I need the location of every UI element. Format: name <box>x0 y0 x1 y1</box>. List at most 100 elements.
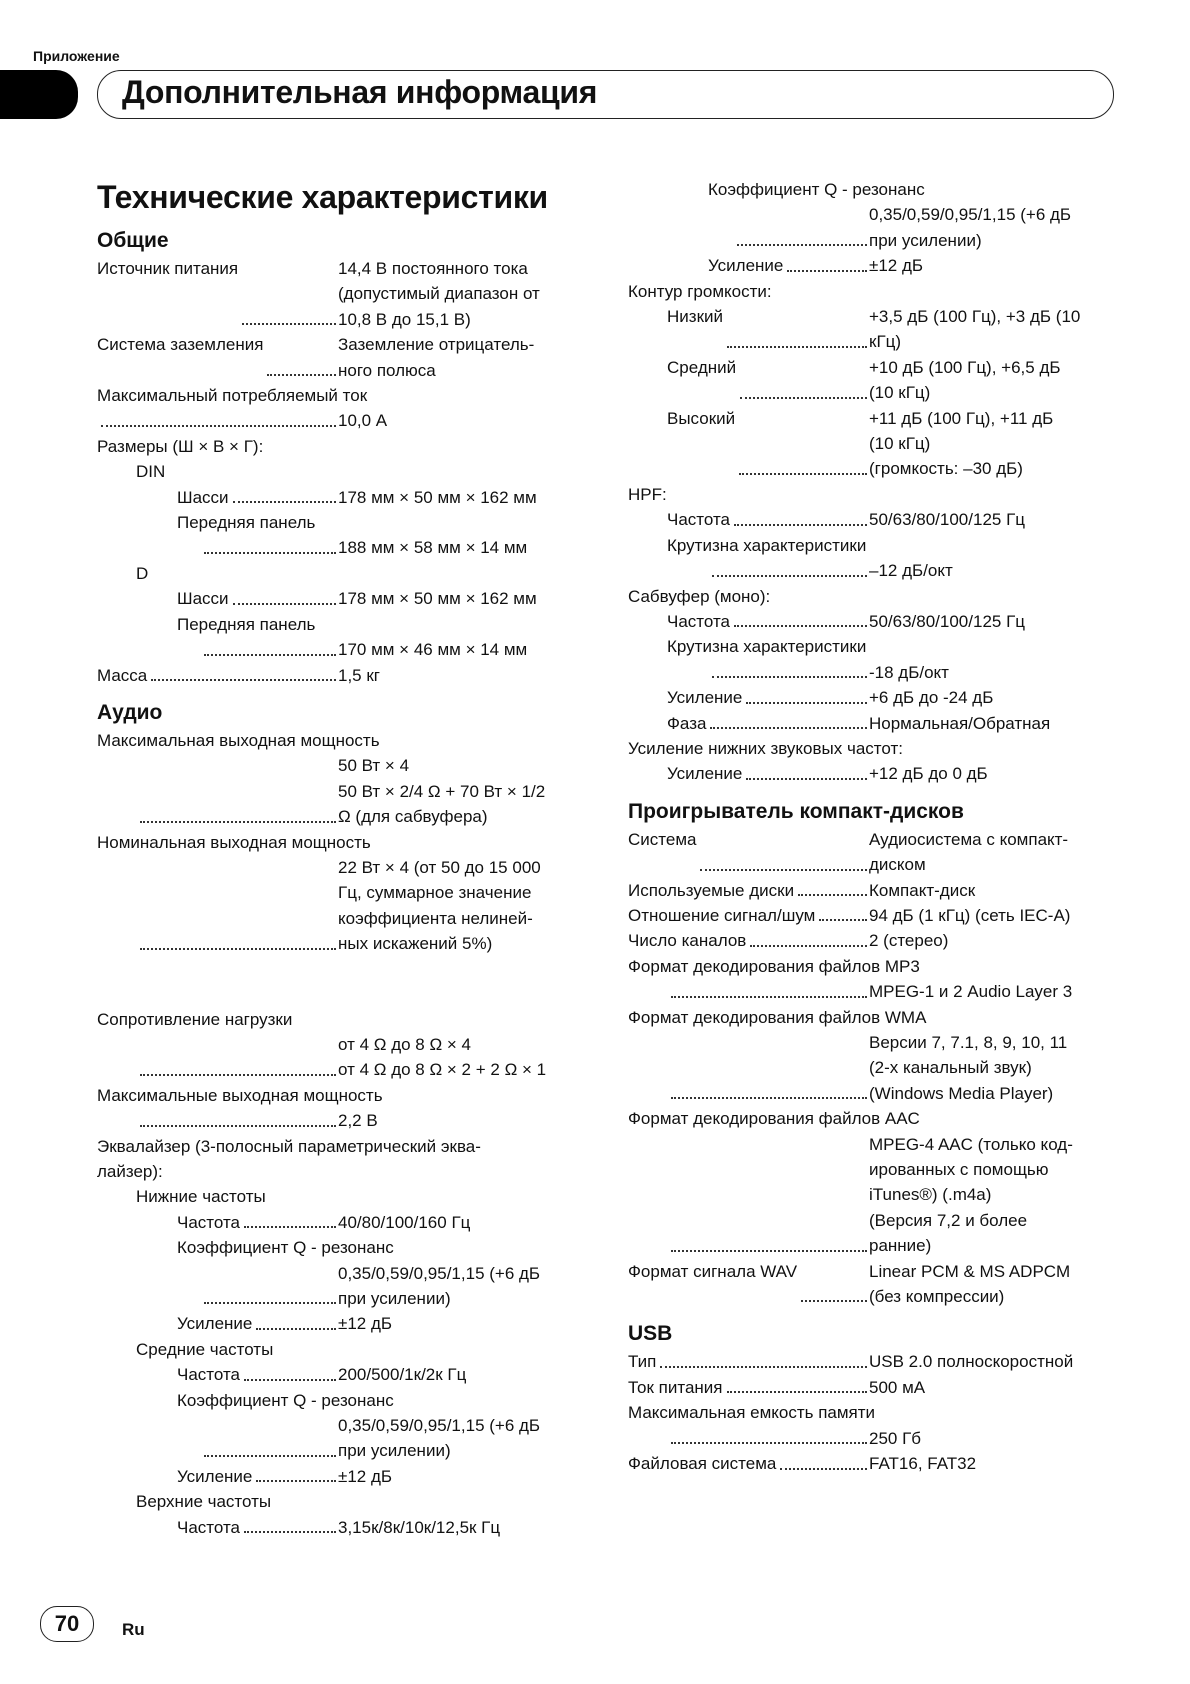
spec-row: Коэффициент Q - резонанс <box>97 1388 582 1413</box>
spec-value: 40/80/100/160 Гц <box>338 1210 470 1235</box>
dot-leader <box>787 253 867 272</box>
spec-label: DIN <box>136 462 166 482</box>
dot-leader <box>140 753 336 823</box>
spec-value-line: 10,8 В до 15,1 В) <box>338 309 471 329</box>
spec-value: +3,5 дБ (100 Гц), +3 дБ (10 кГц) <box>869 304 1080 355</box>
spec-row: Тип USB 2.0 полноскоростной <box>628 1349 1118 1374</box>
spec-row: Максимальный потребляемый ток <box>97 383 582 408</box>
spec-row: 250 Гб <box>628 1426 1118 1451</box>
spec-row: Источник питания 14,4 В постоянного тока (… <box>97 256 582 332</box>
dot-leader <box>737 202 867 247</box>
spec-label-cell <box>628 1030 869 1106</box>
spec-value-line: от 4 Ω до 8 Ω × 2 + 2 Ω × 1 <box>338 1060 547 1080</box>
spec-value: Linear PCM & MS ADPCM (без компрессии) <box>869 1259 1070 1310</box>
spec-value: от 4 Ω до 8 Ω × 4 от 4 Ω до 8 Ω × 2 + 2 Ω… <box>338 1032 546 1083</box>
spec-label-cell <box>97 1032 338 1083</box>
spec-row: Используемые диски Компакт-диск <box>628 878 1118 903</box>
spec-label: Масса <box>97 665 148 685</box>
spec-label: Усиление <box>177 1466 253 1486</box>
spec-label: Крутизна характеристики <box>667 637 867 657</box>
spec-label: Коэффициент Q - резонанс <box>708 180 925 199</box>
spec-value-line: ного полюса <box>338 360 436 380</box>
spec-value-line: Linear PCM & MS ADPCM <box>869 1261 1071 1281</box>
spec-label-cell: Отношение сигнал/шум <box>628 903 869 928</box>
dot-leader <box>204 535 336 554</box>
spec-label-cell: Частота <box>97 1362 338 1387</box>
spec-value: 500 мА <box>869 1375 925 1400</box>
spec-label-cell: Файловая система <box>628 1451 869 1476</box>
dot-leader <box>140 1108 336 1127</box>
spacer <box>97 957 582 1007</box>
spec-row: Усиление ±12 дБ <box>97 1464 582 1489</box>
spec-value-line: 50 Вт × 4 <box>338 756 410 776</box>
spec-value: 50/63/80/100/125 Гц <box>869 507 1025 532</box>
dot-leader <box>739 406 867 475</box>
spec-row: Сабвуфер (моно): <box>628 584 1118 609</box>
spec-row: MPEG-1 и 2 Audio Layer 3 <box>628 979 1118 1004</box>
spec-row: Верхние частоты <box>97 1489 582 1514</box>
spec-label: Частота <box>177 1365 241 1385</box>
spec-value-line: 188 мм × 58 мм × 14 мм <box>338 538 528 558</box>
spec-value: MPEG-1 и 2 Audio Layer 3 <box>869 979 1072 1004</box>
spec-value: 2 (стерео) <box>869 928 948 953</box>
spec-label-cell <box>628 558 869 583</box>
spec-label: Используемые диски <box>628 880 795 900</box>
spec-value-line: iTunes®) (.m4a) <box>869 1185 992 1205</box>
section-label: Приложение <box>33 48 120 64</box>
spec-label-cell: Усиление <box>97 1464 338 1489</box>
dot-leader <box>267 332 336 377</box>
spec-row: Средние частоты <box>97 1337 582 1362</box>
spec-row: Передняя панель <box>97 510 582 535</box>
spec-label-cell: Тип <box>628 1349 869 1374</box>
spec-label: Шасси <box>177 589 229 609</box>
spec-label: Сабвуфер (моно): <box>628 586 771 606</box>
spec-value-line: ных искажений 5%) <box>338 934 493 954</box>
spec-label-cell: Система заземления <box>97 332 338 383</box>
spec-label-cell: Усиление <box>628 253 869 278</box>
spec-value-line: +12 дБ до 0 дБ <box>869 764 988 784</box>
subsection-heading: USB <box>628 1322 673 1346</box>
spec-label-cell <box>97 1108 338 1133</box>
spec-row: Высокий +11 дБ (100 Гц), +11 дБ (10 кГц) (г… <box>628 406 1118 482</box>
spec-value-line: –12 дБ/окт <box>869 561 953 581</box>
spec-row: Система заземления Заземление отрицатель-… <box>97 332 582 383</box>
spec-label: Файловая система <box>628 1454 777 1474</box>
spec-value-line: +6 дБ до -24 дБ <box>869 688 994 708</box>
spec-label: Частота <box>177 1517 241 1537</box>
spec-value: FAT16, FAT32 <box>869 1451 976 1476</box>
spec-value-line: ±12 дБ <box>869 256 924 276</box>
spec-value-line: коэффициента нелиней- <box>338 908 533 928</box>
spec-label-cell: Число каналов <box>628 928 869 953</box>
spec-row: Фаза Нормальная/Обратная <box>628 711 1118 736</box>
spec-label-cell <box>97 408 338 433</box>
spec-value-line: +10 дБ (100 Гц), +6,5 дБ <box>869 357 1061 377</box>
spec-value-line: 178 мм × 50 мм × 162 мм <box>338 589 537 609</box>
spec-value: USB 2.0 полноскоростной <box>869 1349 1073 1374</box>
spec-value: Заземление отрицатель-ного полюса <box>338 332 534 383</box>
spec-label-cell: Частота <box>628 507 869 532</box>
spec-label-cell: Частота <box>628 609 869 634</box>
dot-leader <box>700 827 867 871</box>
spec-row: Файловая система FAT16, FAT32 <box>628 1451 1118 1476</box>
spec-label: Контур громкости: <box>628 281 772 301</box>
spec-row: Максимальная емкость памяти <box>628 1400 1118 1425</box>
spec-value-line: 2,2 В <box>338 1111 378 1131</box>
spec-label-cell: Усиление <box>628 761 869 786</box>
spec-value: 178 мм × 50 мм × 162 мм <box>338 485 537 510</box>
spec-row: Усиление ±12 дБ <box>628 253 1118 278</box>
spec-row: 50 Вт × 4 50 Вт × 2/4 Ω + 70 Вт × 1/2 Ω (д… <box>97 753 582 829</box>
spec-label: Верхние частоты <box>136 1492 272 1512</box>
spec-label: Тип <box>628 1352 657 1372</box>
subsection-heading: Общие <box>97 229 169 252</box>
spec-label-cell: Частота <box>97 1515 338 1540</box>
spec-value: Версии 7, 7.1, 8, 9, 10, 11 (2-х канальны… <box>869 1030 1067 1106</box>
spec-value-line: 178 мм × 50 мм × 162 мм <box>338 487 537 507</box>
spec-row: Масса 1,5 кг <box>97 663 582 688</box>
dot-leader <box>746 685 867 704</box>
spec-value-line: ранние) <box>869 1236 932 1256</box>
spec-value-line: Нормальная/Обратная <box>869 713 1051 733</box>
spec-label-cell <box>628 1132 869 1259</box>
spec-value-line: от 4 Ω до 8 Ω × 4 <box>338 1034 472 1054</box>
spec-label: Фаза <box>667 713 707 733</box>
spec-row: MPEG-4 AAC (только код-ированных с помощ… <box>628 1132 1118 1259</box>
